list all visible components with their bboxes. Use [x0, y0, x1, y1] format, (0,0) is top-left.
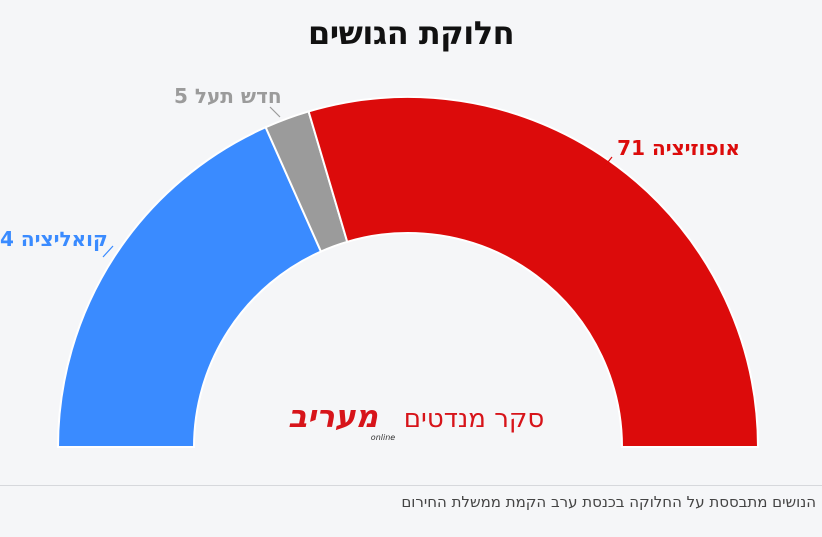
maariv-logo: מעריב online סקר מנדטים [288, 399, 544, 442]
chart-title: חלוקת הגושים [307, 14, 515, 52]
leader-line-0 [102, 245, 114, 258]
slice-2 [307, 96, 760, 448]
maariv-logo-sub: online [371, 433, 395, 442]
slice-label-2: אופוזיציה 71 [617, 136, 740, 160]
labels-group: קואליציה 4 חדש תעל 5 אופוזיציה 71 [0, 84, 740, 251]
slices-group [56, 96, 760, 448]
leaders-group [102, 106, 613, 258]
slice-label-0: קואליציה 4 [0, 227, 108, 251]
footer-divider [0, 485, 822, 486]
leader-line-2 [603, 156, 613, 168]
footer-note: הנושים מתבססת על החלוקה בכנסת ערב הקמת מ… [401, 493, 816, 511]
maariv-logo-text: מעריב [288, 399, 378, 435]
leader-line-1 [269, 106, 281, 118]
survey-label: סקר מנדטים [404, 404, 544, 434]
slice-0 [56, 125, 323, 448]
slice-label-1: חדש תעל 5 [174, 84, 282, 108]
